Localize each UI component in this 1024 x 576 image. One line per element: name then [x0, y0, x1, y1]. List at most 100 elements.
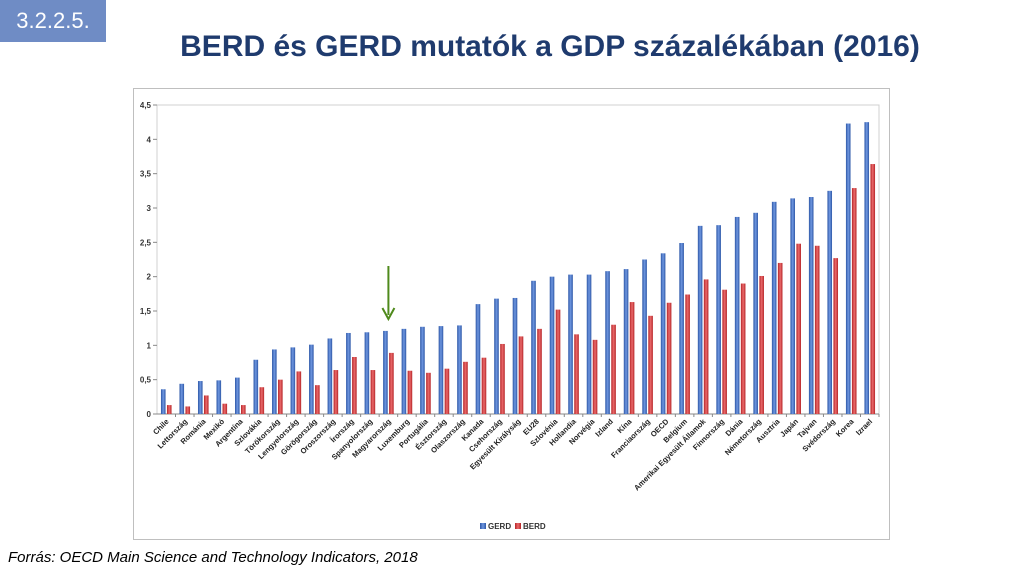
bar-berd	[648, 315, 653, 414]
bar-berd	[666, 302, 672, 414]
bar-berd	[463, 361, 468, 414]
bar-berd	[851, 188, 857, 414]
bar-gerd	[401, 328, 407, 414]
bar-berd	[759, 275, 764, 414]
bar-gerd	[383, 330, 388, 414]
bar-gerd	[771, 201, 777, 414]
legend-swatch-gerd	[480, 523, 486, 529]
bar-gerd	[697, 225, 703, 414]
y-tick-label: 2	[147, 273, 152, 282]
bar-gerd	[845, 123, 851, 414]
y-tick-label: 1,5	[140, 307, 152, 316]
bar-berd	[537, 328, 542, 414]
legend-label-berd: BERD	[523, 522, 546, 531]
source-note: Forrás: OECD Main Science and Technology…	[8, 549, 418, 566]
bar-chart: 00,511,522,533,544,5ChileLettországRomán…	[140, 101, 880, 531]
bar-gerd	[420, 326, 425, 414]
bar-gerd	[235, 377, 240, 414]
bar-gerd	[790, 198, 795, 414]
y-tick-label: 3,5	[140, 170, 152, 179]
y-tick-label: 4	[147, 135, 152, 144]
bar-gerd	[272, 349, 277, 414]
bar-berd	[870, 164, 876, 414]
bar-berd	[777, 262, 783, 414]
bar-berd	[222, 403, 228, 414]
bar-berd	[740, 283, 746, 414]
bar-berd	[814, 245, 820, 414]
y-tick-label: 2,5	[140, 238, 152, 247]
section-number-badge: 3.2.2.5.	[0, 0, 106, 42]
bar-gerd	[586, 274, 592, 414]
bar-gerd	[346, 332, 351, 414]
bar-berd	[444, 368, 450, 414]
bar-berd	[315, 385, 320, 414]
bar-berd	[426, 372, 431, 414]
bar-berd	[518, 336, 524, 414]
bar-berd	[370, 370, 376, 414]
y-tick-label: 4,5	[140, 101, 152, 110]
bar-gerd	[197, 381, 203, 414]
bar-berd	[500, 343, 505, 414]
bar-gerd	[623, 269, 629, 414]
bar-berd	[407, 370, 413, 414]
bar-gerd	[716, 225, 721, 414]
bar-gerd	[531, 280, 536, 414]
bar-gerd	[457, 325, 462, 414]
bar-berd	[278, 379, 283, 414]
y-tick-label: 3	[147, 204, 152, 213]
bar-gerd	[827, 190, 833, 414]
bar-berd	[796, 243, 801, 414]
bar-gerd	[734, 216, 740, 414]
bar-gerd	[605, 271, 610, 414]
y-tick-label: 0,5	[140, 376, 152, 385]
bar-berd	[352, 357, 357, 414]
bar-gerd	[660, 253, 666, 414]
bar-gerd	[160, 389, 166, 414]
bar-berd	[185, 406, 191, 414]
bar-gerd	[309, 344, 314, 414]
bar-gerd	[364, 332, 370, 414]
bar-berd	[833, 258, 839, 414]
bar-berd	[722, 289, 727, 414]
legend-swatch-berd	[515, 523, 521, 529]
page-title: BERD és GERD mutatók a GDP százalékában …	[180, 30, 920, 63]
bar-gerd	[512, 297, 518, 414]
bar-gerd	[290, 347, 296, 414]
x-tick-label: Korea	[834, 417, 856, 439]
bar-berd	[389, 352, 394, 414]
plot-area	[156, 104, 880, 415]
y-tick-label: 1	[147, 341, 152, 350]
bar-berd	[296, 371, 302, 414]
legend-label-gerd: GERD	[488, 522, 511, 531]
bar-gerd	[327, 338, 333, 414]
x-tick-label: Izrael	[854, 417, 874, 437]
bar-berd	[685, 294, 690, 414]
bar-gerd	[642, 259, 647, 414]
bar-gerd	[494, 298, 499, 414]
bar-berd	[203, 395, 209, 414]
chart-frame: 0 0,5 1 1,5 2 2,5 3 3,5 4 4,5 Chile Lettország Román…	[133, 88, 890, 540]
bar-berd	[629, 302, 635, 414]
bar-gerd	[475, 304, 481, 414]
bar-berd	[555, 309, 561, 414]
x-tick-label: Izland	[593, 417, 615, 439]
bar-gerd	[568, 274, 573, 414]
bar-gerd	[808, 197, 814, 414]
bar-berd	[703, 279, 709, 414]
bar-berd	[574, 334, 579, 414]
highlight-arrow-head	[381, 307, 396, 322]
bar-berd	[592, 339, 598, 414]
bar-berd	[333, 370, 339, 414]
bar-gerd	[253, 359, 259, 414]
bar-gerd	[179, 383, 185, 414]
bar-gerd	[438, 326, 444, 414]
bar-gerd	[753, 212, 758, 414]
bar-gerd	[549, 276, 555, 414]
bar-berd	[166, 405, 172, 414]
bar-gerd	[864, 122, 870, 414]
bar-berd	[259, 387, 265, 414]
y-tick-label: 0	[147, 410, 152, 419]
bar-berd	[481, 357, 487, 414]
bar-gerd	[216, 380, 222, 414]
bar-berd	[241, 405, 246, 414]
